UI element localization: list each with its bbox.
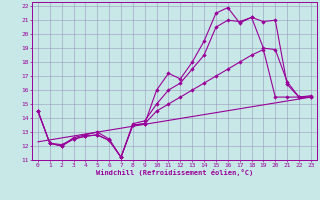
X-axis label: Windchill (Refroidissement éolien,°C): Windchill (Refroidissement éolien,°C) (96, 169, 253, 176)
